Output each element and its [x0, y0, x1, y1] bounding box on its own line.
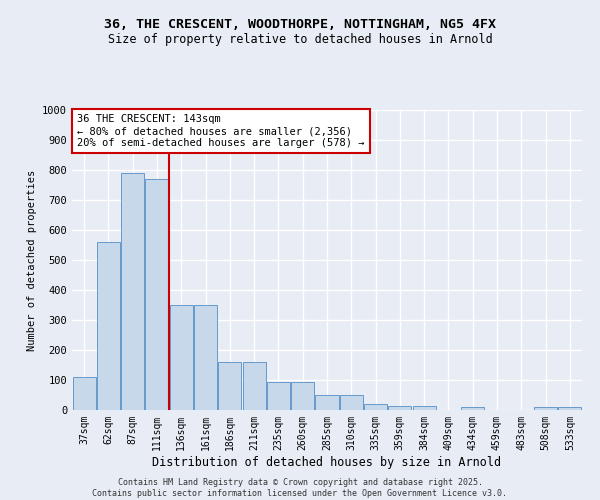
Bar — [267, 382, 290, 410]
Bar — [170, 305, 193, 410]
Bar — [291, 382, 314, 410]
Bar — [340, 395, 363, 410]
Bar — [194, 305, 217, 410]
Bar — [461, 407, 484, 410]
Bar — [413, 406, 436, 410]
Y-axis label: Number of detached properties: Number of detached properties — [26, 170, 37, 350]
Bar — [121, 173, 144, 410]
X-axis label: Distribution of detached houses by size in Arnold: Distribution of detached houses by size … — [152, 456, 502, 468]
Bar — [559, 407, 581, 410]
Bar — [97, 242, 120, 410]
Text: 36 THE CRESCENT: 143sqm
← 80% of detached houses are smaller (2,356)
20% of semi: 36 THE CRESCENT: 143sqm ← 80% of detache… — [77, 114, 365, 148]
Bar — [218, 362, 241, 410]
Bar — [242, 362, 266, 410]
Text: Size of property relative to detached houses in Arnold: Size of property relative to detached ho… — [107, 32, 493, 46]
Text: Contains HM Land Registry data © Crown copyright and database right 2025.
Contai: Contains HM Land Registry data © Crown c… — [92, 478, 508, 498]
Bar — [388, 406, 412, 410]
Bar — [73, 377, 95, 410]
Bar — [364, 404, 387, 410]
Bar — [145, 179, 169, 410]
Bar — [534, 407, 557, 410]
Bar — [316, 395, 338, 410]
Text: 36, THE CRESCENT, WOODTHORPE, NOTTINGHAM, NG5 4FX: 36, THE CRESCENT, WOODTHORPE, NOTTINGHAM… — [104, 18, 496, 30]
